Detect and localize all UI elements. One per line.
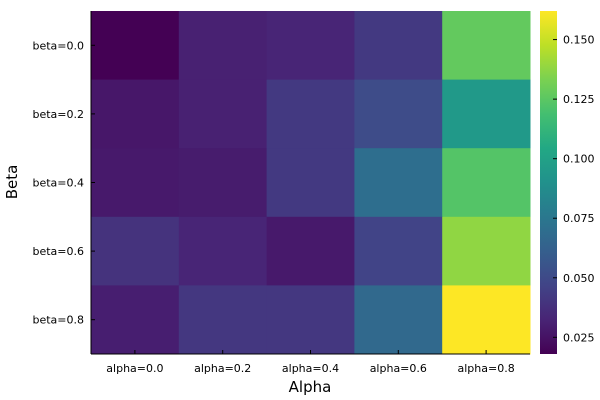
heatmap-cell-1-3: [354, 79, 443, 149]
heatmap-cell-0-4: [442, 11, 531, 81]
heatmap-cell-0-0: [91, 11, 180, 81]
heatmap-cell-0-3: [354, 11, 443, 81]
colorbar-tick-label: 0.100: [563, 153, 595, 166]
heatmap-cell-2-1: [178, 148, 268, 218]
heatmap-cell-3-0: [91, 216, 180, 286]
x-tick-label: alpha=0.0: [106, 362, 163, 375]
colorbar-tick-label: 0.125: [563, 93, 595, 106]
x-tick-label: alpha=0.2: [194, 362, 251, 375]
heatmap-cell-3-3: [354, 216, 443, 286]
heatmap-cell-4-1: [178, 285, 268, 355]
y-axis-ticks: beta=0.0 beta=0.2 beta=0.4 beta=0.6 beta=0.8: [32, 39, 95, 327]
heatmap-cell-2-4: [442, 148, 531, 218]
y-tick-label: beta=0.6: [32, 245, 84, 258]
colorbar-tick-label: 0.150: [563, 34, 595, 47]
x-tick-label: alpha=0.4: [282, 362, 339, 375]
heatmap-cell-3-2: [266, 216, 355, 286]
heatmap-cell-3-4: [442, 216, 531, 286]
heatmap-cell-0-2: [266, 11, 355, 81]
plot-area: alpha=0.0 alpha=0.2 alpha=0.4 alpha=0.6 alph…: [32, 11, 531, 375]
x-tick-label: alpha=0.6: [370, 362, 427, 375]
heatmap-cell-0-1: [178, 11, 268, 81]
x-axis-ticks: alpha=0.0 alpha=0.2 alpha=0.4 alpha=0.6 alph…: [106, 350, 515, 375]
heatmap-cell-4-2: [266, 285, 355, 355]
heatmap-cell-3-1: [178, 216, 268, 286]
heatmap-cell-4-4: [442, 285, 531, 355]
colorbar-ticks: 0.025 0.050 0.075 0.100 0.125 0.150: [553, 34, 595, 344]
y-tick-label: beta=0.0: [32, 39, 84, 52]
colorbar-tick-label: 0.050: [563, 272, 595, 285]
heatmap-cell-1-1: [178, 79, 268, 149]
colorbar: 0.025 0.050 0.075 0.100 0.125 0.150: [540, 11, 595, 354]
heatmap-cell-1-2: [266, 79, 355, 149]
colorbar-gradient: [540, 11, 557, 354]
y-tick-label: beta=0.2: [32, 108, 84, 121]
colorbar-tick-label: 0.025: [563, 331, 595, 344]
heatmap-cell-2-2: [266, 148, 355, 218]
colorbar-tick-label: 0.075: [563, 212, 595, 225]
x-tick-label: alpha=0.8: [457, 362, 514, 375]
y-tick-label: beta=0.4: [32, 177, 84, 190]
heatmap-cell-2-3: [354, 148, 443, 218]
heatmap-cell-4-3: [354, 285, 443, 355]
heatmap-cell-1-4: [442, 79, 531, 149]
heatmap-cell-2-0: [91, 148, 180, 218]
x-axis-label: Alpha: [289, 378, 332, 396]
heatmap-cell-1-0: [91, 79, 180, 149]
heatmap-cells: [91, 11, 531, 355]
heatmap-cell-4-0: [91, 285, 180, 355]
y-axis-label: Beta: [3, 165, 21, 200]
y-tick-label: beta=0.8: [32, 314, 84, 327]
